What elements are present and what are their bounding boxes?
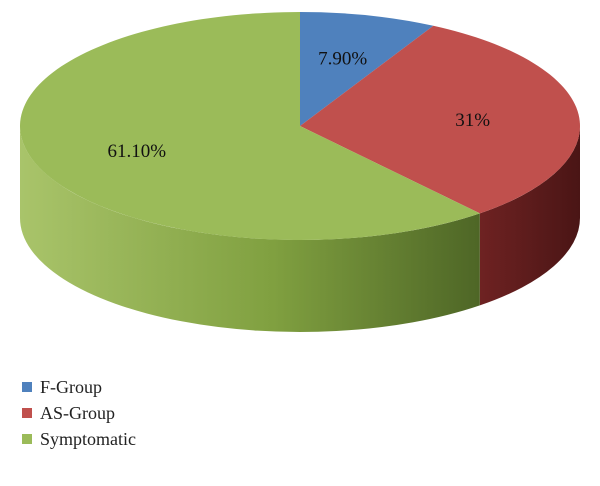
legend-swatch-symptomatic: [22, 434, 32, 444]
data-label-f-group: 7.90%: [318, 48, 367, 69]
legend-label-f-group: F-Group: [40, 376, 102, 397]
pie-slice-symptomatic: [19, 12, 480, 240]
legend-label-symptomatic: Symptomatic: [40, 428, 136, 449]
legend-swatch-f-group: [22, 382, 32, 392]
legend-item-as-group: AS-Group: [22, 400, 136, 426]
data-label-symptomatic: 61.10%: [108, 141, 167, 162]
legend-item-f-group: F-Group: [22, 374, 136, 400]
pie-slice-as-group: [300, 25, 581, 214]
legend-item-symptomatic: Symptomatic: [22, 426, 136, 452]
legend: F-Group AS-Group Symptomatic: [22, 374, 136, 452]
legend-label-as-group: AS-Group: [40, 402, 115, 423]
pie-side-as-group: [479, 126, 580, 306]
data-label-as-group: 31%: [455, 110, 490, 131]
legend-swatch-as-group: [22, 408, 32, 418]
pie-side-symptomatic: [19, 126, 480, 333]
pie-slice-f-group: [300, 12, 434, 126]
